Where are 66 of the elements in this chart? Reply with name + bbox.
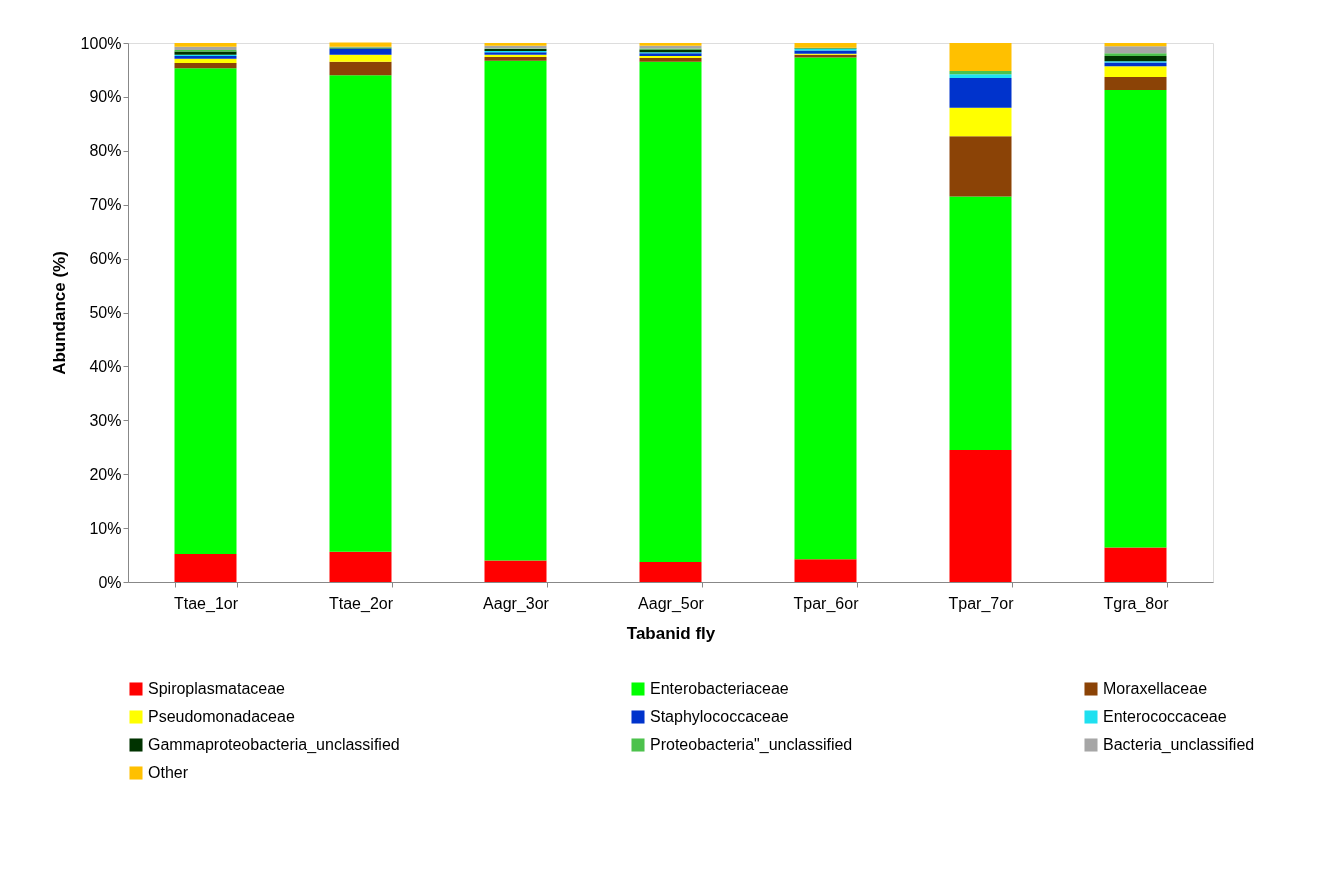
bar <box>1104 89 1167 548</box>
y-axis-title: Abundance (%) <box>49 251 69 375</box>
bar <box>1104 55 1167 62</box>
x-tick-label: Aagr_3or <box>483 594 550 613</box>
y-tick-label: 100% <box>80 34 122 52</box>
bar <box>1104 76 1167 90</box>
bar <box>1104 53 1167 56</box>
bar <box>949 43 1012 72</box>
bar <box>949 136 1012 197</box>
legend-label: Gammaproteobacteria_unclassified <box>148 736 400 754</box>
bar <box>949 449 1012 582</box>
x-tick-label: Ttae_2or <box>328 594 394 613</box>
legend-label: Pseudomonadaceae <box>148 708 295 725</box>
bar <box>329 54 392 62</box>
legend-label: Proteobacteria"_unclassified <box>650 736 853 754</box>
bar <box>329 61 392 76</box>
bar <box>484 57 547 61</box>
y-tick-label: 30% <box>89 411 122 429</box>
x-axis-title: Tabanid fly <box>626 623 716 643</box>
y-tick-label: 10% <box>89 519 122 537</box>
bar <box>329 48 392 55</box>
bar <box>1104 66 1167 77</box>
x-tick-label: Aagr_5or <box>638 594 705 613</box>
bar <box>174 46 237 51</box>
bar <box>949 78 1012 108</box>
bar <box>1104 46 1167 54</box>
bar <box>639 562 702 582</box>
bar <box>484 60 547 561</box>
x-tick-label: Tpar_7or <box>948 594 1015 613</box>
bar <box>174 58 237 63</box>
x-tick-label: Tgra_8or <box>1103 594 1170 613</box>
y-tick-label: 40% <box>89 357 122 375</box>
legend-label: Staphylococcaceae <box>650 708 789 725</box>
bar <box>1104 43 1167 47</box>
bar <box>1104 62 1167 67</box>
bar <box>329 551 392 582</box>
legend-label: Spiroplasmataceae <box>148 680 286 697</box>
y-tick-label: 0% <box>98 573 122 591</box>
bar <box>949 71 1012 75</box>
bar <box>794 43 857 48</box>
bar <box>329 42 392 47</box>
y-tick-label: 80% <box>89 142 122 160</box>
bar <box>174 62 237 69</box>
bar <box>174 553 237 582</box>
bar <box>329 75 392 552</box>
bar <box>949 196 1012 450</box>
x-tick-label: Tpar_6or <box>793 594 860 613</box>
legend-label: Other <box>148 764 189 781</box>
bar <box>794 57 857 560</box>
y-tick-label: 90% <box>89 88 122 106</box>
bar <box>484 560 547 582</box>
bar <box>174 68 237 554</box>
legend-label: Bacteria_unclassified <box>1103 736 1255 754</box>
y-tick-label: 60% <box>89 250 122 268</box>
bar <box>794 559 857 582</box>
legend-label: Enterococcaceae <box>1103 708 1227 725</box>
bar <box>949 74 1012 79</box>
bar <box>949 107 1012 137</box>
y-tick-label: 20% <box>89 465 122 483</box>
bar <box>1104 547 1167 582</box>
legend-label: Moraxellaceae <box>1103 680 1208 697</box>
y-tick-label: 70% <box>89 196 122 214</box>
bar <box>639 61 702 563</box>
x-tick-label: Ttae_1or <box>173 594 239 613</box>
legend-label: Enterobacteriaceae <box>650 680 789 697</box>
y-tick-label: 50% <box>89 304 122 321</box>
